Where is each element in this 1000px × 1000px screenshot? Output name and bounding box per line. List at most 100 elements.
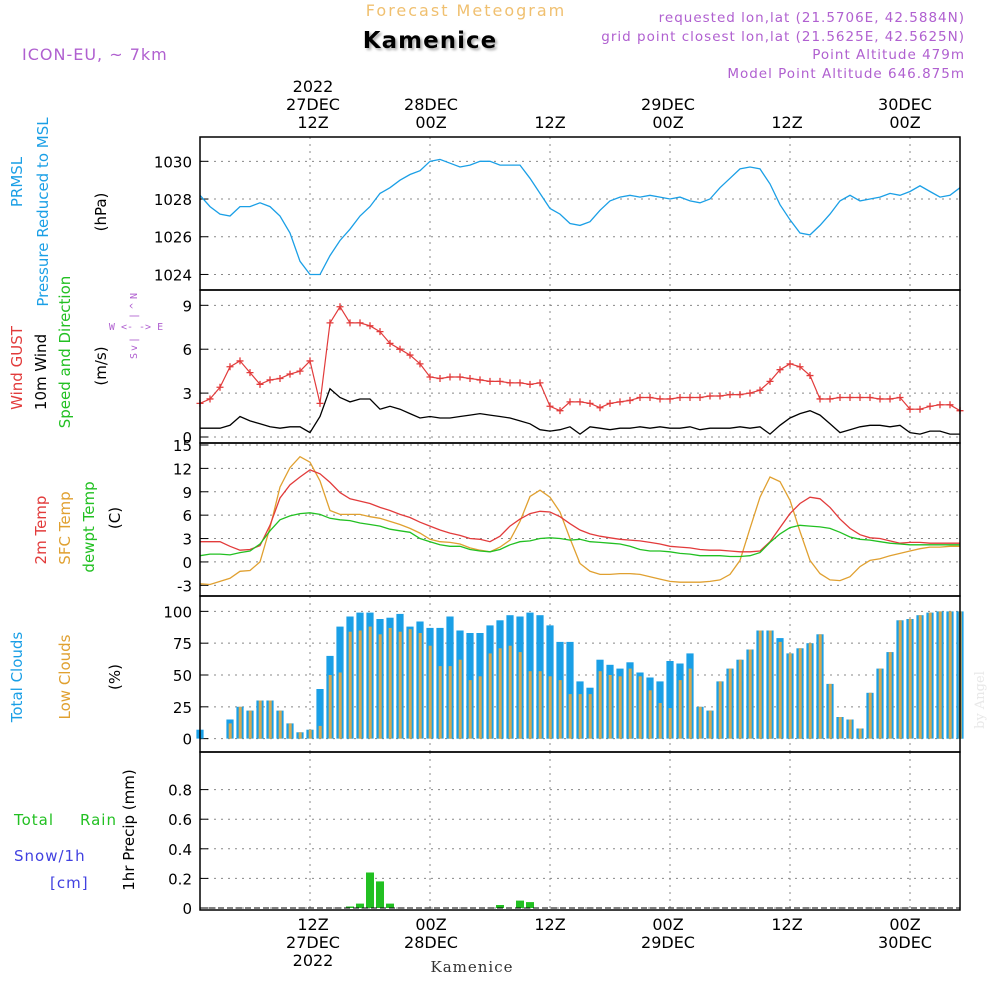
- y-tick-label: 15: [173, 437, 192, 455]
- sfc-temp-line: [199, 455, 960, 586]
- compass-s: S: [129, 353, 140, 359]
- wind-gust-marker: [756, 386, 764, 394]
- y-tick-label: 0.2: [168, 870, 192, 888]
- low-clouds-bar: [678, 680, 682, 739]
- wind-gust-marker: [536, 379, 544, 387]
- low-clouds-bar: [888, 652, 892, 739]
- top-time-label: 28DEC 00Z: [404, 95, 458, 132]
- low-clouds-bar: [488, 653, 492, 739]
- y-tick-label: 1028: [154, 191, 192, 209]
- low-clouds-bar: [328, 675, 332, 739]
- low-clouds-bar: [438, 666, 442, 739]
- frame-layer: [199, 136, 961, 911]
- low-clouds-bar: [228, 723, 232, 739]
- panel-frame: [199, 136, 961, 291]
- rain-bar: [346, 906, 354, 908]
- y-tick-label: 1024: [154, 266, 192, 284]
- top-label-hour: 12Z: [534, 113, 565, 132]
- low-clouds-bar: [268, 700, 272, 739]
- wind-gust-marker: [916, 405, 924, 413]
- y-tick-label: 0.6: [168, 811, 192, 829]
- footer-location: Kamenice: [431, 958, 514, 976]
- low-clouds-bar: [258, 700, 262, 739]
- top-label-date: 29DEC: [641, 95, 695, 114]
- low-clouds-bar: [638, 676, 642, 739]
- location-title: Kamenice: [363, 28, 497, 54]
- panel-frame: [199, 751, 961, 911]
- low-clouds-bar: [948, 611, 952, 739]
- low-clouds-bar: [518, 652, 522, 739]
- requested-coords: requested lon,lat (21.5706E, 42.5884N): [659, 10, 965, 26]
- wind-gust-marker: [256, 380, 264, 388]
- wind-gust-marker: [366, 322, 374, 330]
- wind-gust-marker: [896, 393, 904, 401]
- y-tick-label: 9: [182, 484, 192, 502]
- temp-unit-label: (C): [106, 507, 124, 529]
- top-label-hour: 00Z: [652, 113, 683, 132]
- total-clouds-bar: [666, 661, 674, 739]
- low-clouds-bar: [848, 719, 852, 739]
- precip-rain-label: Rain: [80, 811, 117, 829]
- low-clouds-bar: [468, 680, 472, 739]
- precip-snow-label: Snow/1h: [14, 847, 86, 865]
- y-tick-label: 50: [173, 667, 192, 685]
- top-time-label: 12Z: [534, 113, 565, 132]
- wind-gust-marker: [696, 393, 704, 401]
- low-clouds-bar: [598, 671, 602, 739]
- low-clouds-bar: [758, 630, 762, 739]
- bottom-time-label: 12Z 27DEC 2022: [286, 915, 340, 970]
- bottom-time-label: 00Z 28DEC: [404, 915, 458, 952]
- wind-gust-marker: [606, 399, 614, 407]
- top-label-hour: 12Z: [771, 113, 802, 132]
- model-label: ICON-EU, ~ 7km: [22, 45, 168, 64]
- low-clouds-bar: [908, 619, 912, 739]
- bottom-label-date: 29DEC: [641, 933, 695, 952]
- y-tick-label: 3: [182, 531, 192, 549]
- compass-n: N: [129, 293, 140, 299]
- temp-2m-label: 2m Temp: [32, 496, 50, 565]
- y-tick-label: 0: [182, 554, 192, 572]
- wind-speed-dir-label: Speed and Direction: [56, 276, 74, 429]
- wind-gust-marker: [306, 357, 314, 365]
- low-clouds-bar: [538, 671, 542, 739]
- bottom-time-label: 12Z: [534, 915, 565, 934]
- forecast-title: Forecast Meteogram: [366, 1, 566, 20]
- low-clouds-bar: [478, 676, 482, 739]
- low-clouds-bar: [378, 634, 382, 739]
- precip-unit-label: 1hr Precip (mm): [120, 769, 138, 890]
- low-clouds-bar: [748, 649, 752, 739]
- low-clouds-bar: [308, 729, 312, 739]
- wind-gust-marker: [636, 393, 644, 401]
- compass-bar-top: |: [129, 313, 140, 319]
- precip-cm-label: [cm]: [50, 874, 89, 892]
- low-clouds-bar: [688, 668, 692, 739]
- wind-gust-marker: [846, 393, 854, 401]
- low-clouds-bar: [708, 710, 712, 739]
- wind-gust-marker: [776, 366, 784, 374]
- low-clouds-bar: [738, 659, 742, 739]
- bottom-label-date: 30DEC: [878, 933, 932, 952]
- bottom-label-date: 28DEC: [404, 933, 458, 952]
- wind-gust-marker: [736, 391, 744, 399]
- temp-sfc-label: SFC Temp: [56, 491, 74, 564]
- wind-gust-marker: [856, 393, 864, 401]
- point-altitude: Point Altitude 479m: [812, 47, 965, 63]
- wind-gust-marker: [426, 373, 434, 381]
- marks-layer: [196, 158, 964, 909]
- top-label-year: 2022: [293, 77, 334, 96]
- y-tick-label: 1030: [154, 153, 192, 171]
- wind-gust-marker: [566, 398, 574, 406]
- rain-bar: [376, 881, 384, 908]
- low-clouds-bar: [508, 645, 512, 739]
- y-tick-label: 3: [182, 385, 192, 403]
- wind-gust-marker: [946, 401, 954, 409]
- low-clouds-bar: [498, 648, 502, 739]
- low-clouds-bar: [858, 728, 862, 739]
- top-label-hour: 12Z: [297, 113, 328, 132]
- y-tick-label: 100: [163, 603, 192, 621]
- wind-gust-marker: [786, 360, 794, 368]
- y-tick-label: 0: [182, 429, 192, 447]
- wind-gust-marker: [796, 363, 804, 371]
- bottom-time-axis: 12Z 27DEC 2022 00Z 28DEC 12Z 00Z 29DEC 1…: [286, 915, 932, 970]
- wind-gust-marker: [546, 402, 554, 410]
